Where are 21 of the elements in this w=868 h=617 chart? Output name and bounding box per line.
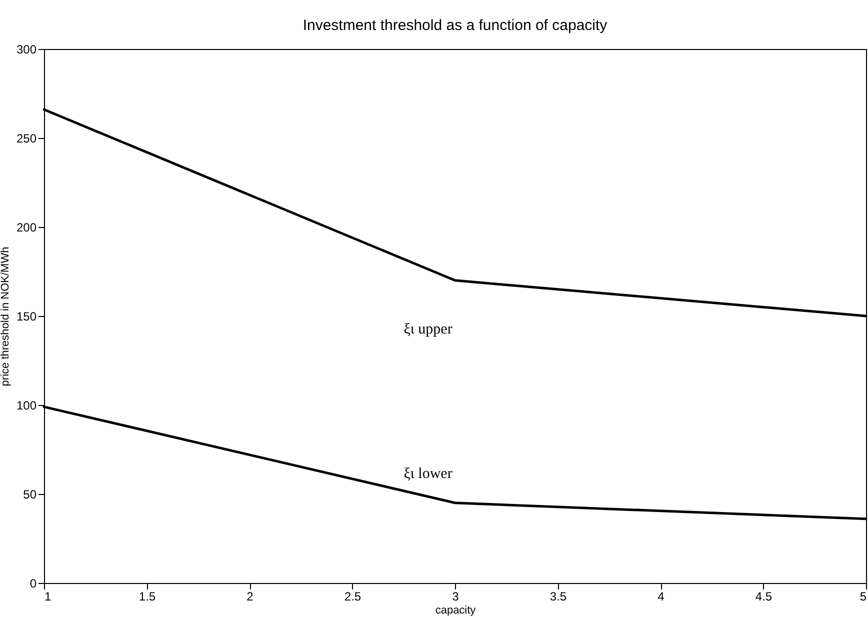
x-tick-label: 2 — [246, 590, 254, 604]
y-tick-label: 150 — [16, 310, 37, 324]
y-tick-label: 300 — [16, 42, 37, 56]
series-label: ξι lower — [404, 466, 452, 482]
x-tick-label: 5 — [860, 590, 867, 604]
y-tick-label: 250 — [16, 132, 37, 146]
y-tick-label: 200 — [16, 220, 37, 234]
x-tick-label: 1 — [44, 590, 52, 604]
y-axis-title: price threshold in NOK/MWh — [0, 246, 12, 386]
y-tick-label: 100 — [16, 398, 37, 412]
x-axis-title: capacity — [435, 604, 476, 616]
text: ξι upper — [404, 321, 452, 338]
y-tick-label: 50 — [23, 488, 37, 502]
x-tick-label: 1.5 — [138, 590, 156, 604]
x-tick-label: 4.5 — [755, 590, 772, 604]
chart-title: Investment threshold as a function of capacity — [302, 17, 608, 34]
y-tick-label: 0 — [30, 576, 37, 590]
x-tick-label: 4 — [658, 590, 665, 604]
x-tick-label: 2.5 — [344, 590, 362, 604]
x-tick-label: 3 — [452, 590, 460, 604]
x-tick-label: 3.5 — [550, 590, 567, 604]
